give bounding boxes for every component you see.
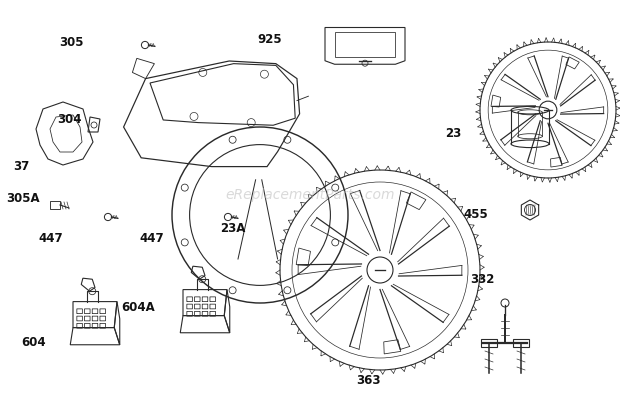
Text: 305A: 305A [6, 192, 40, 205]
Text: 604: 604 [22, 336, 46, 349]
Text: 37: 37 [14, 160, 30, 173]
Text: 363: 363 [356, 374, 381, 387]
Text: 23A: 23A [220, 222, 246, 235]
Text: 304: 304 [57, 113, 82, 126]
Text: 305: 305 [59, 36, 84, 49]
Text: 447: 447 [140, 232, 164, 245]
Text: 455: 455 [464, 208, 489, 221]
Text: eReplacementParts.com: eReplacementParts.com [225, 188, 395, 202]
Text: 332: 332 [470, 273, 494, 286]
Text: 447: 447 [38, 232, 63, 245]
Text: 604A: 604A [121, 301, 154, 314]
Text: 925: 925 [257, 33, 282, 46]
Text: 23: 23 [445, 127, 461, 140]
